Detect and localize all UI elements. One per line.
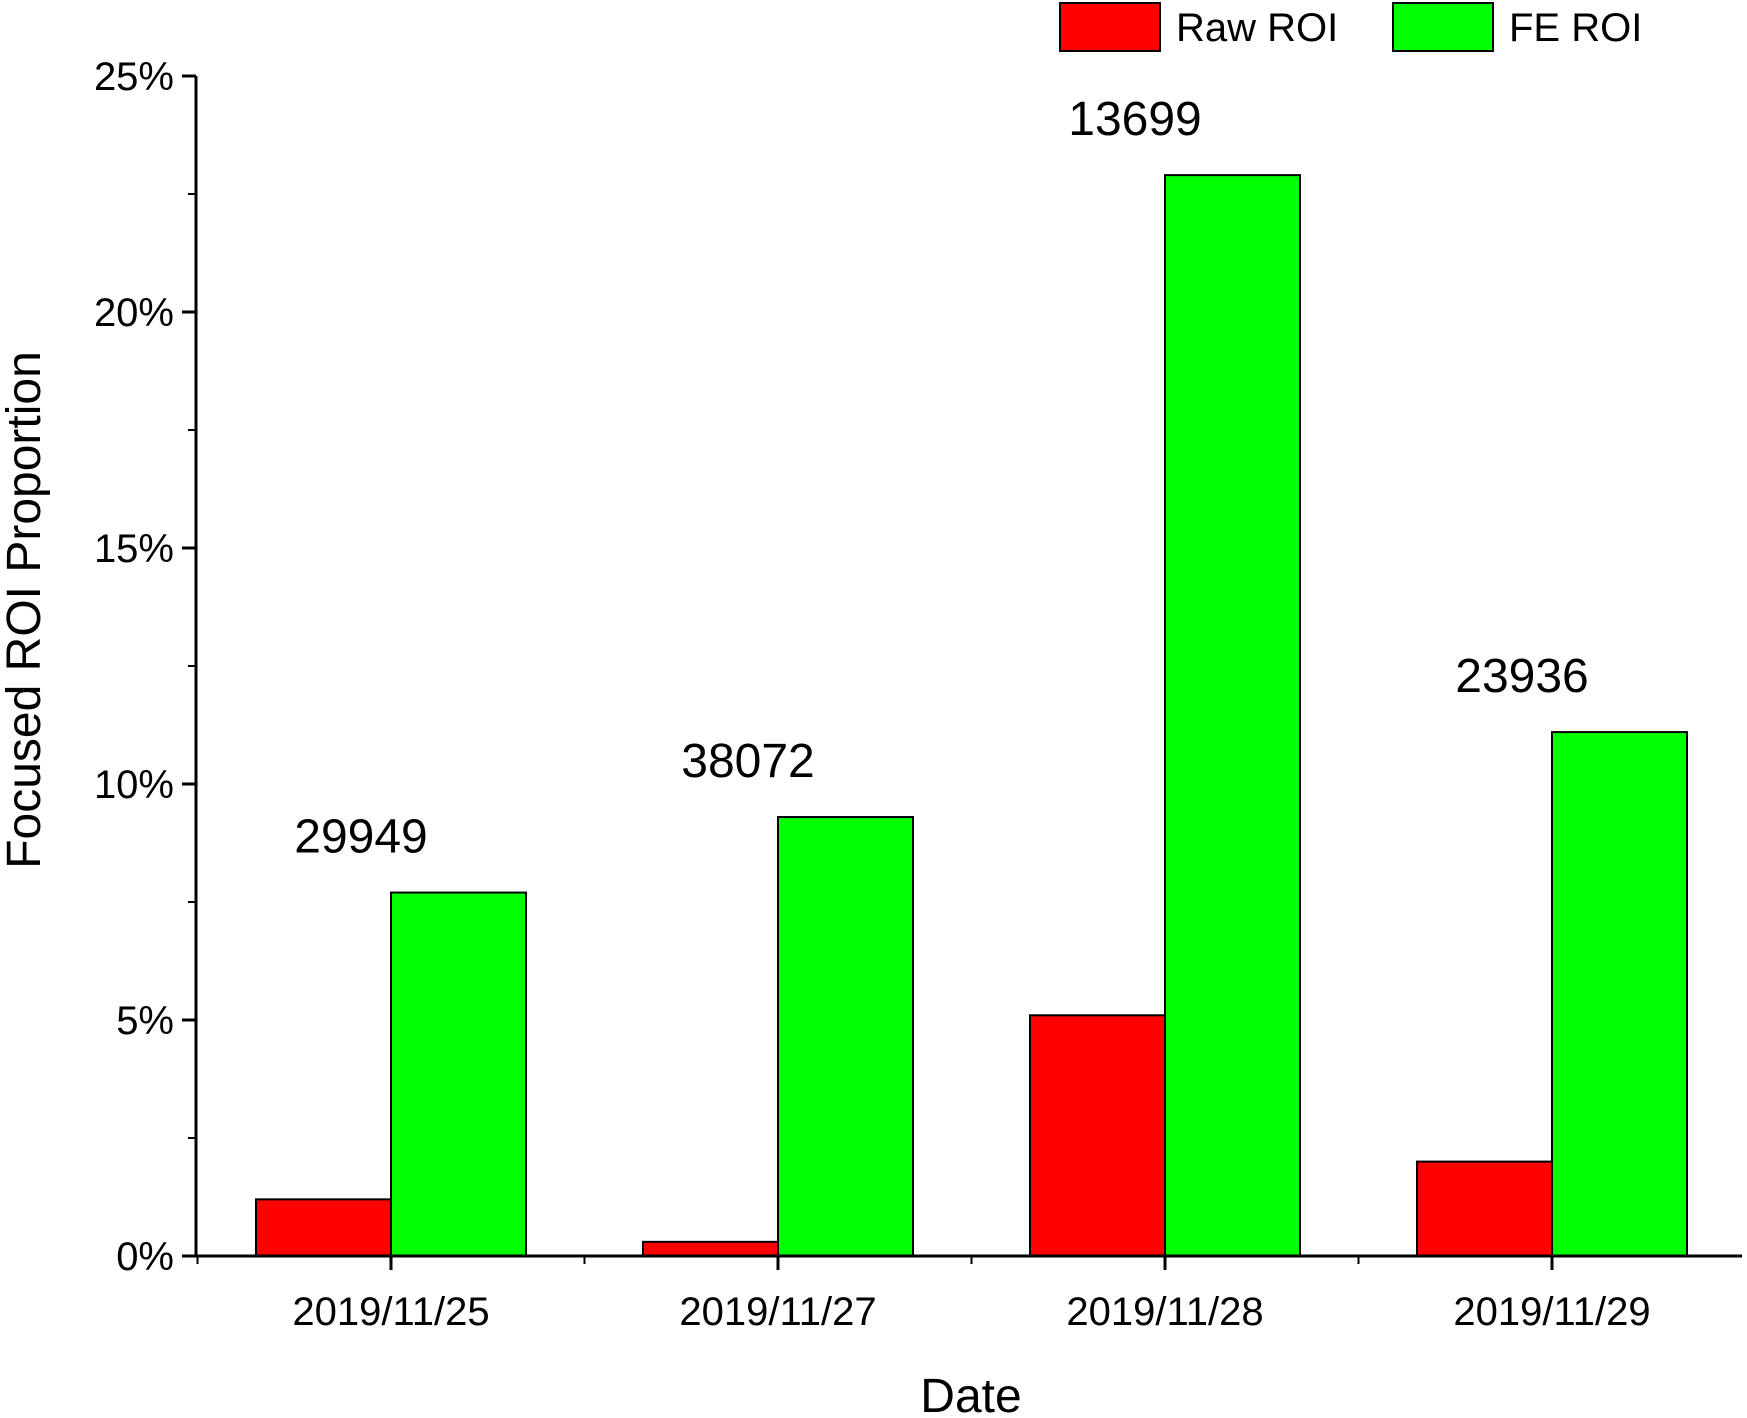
y-tick-label: 0% [116,1235,174,1279]
labels: 0% 5% 10% 15% 20% 25% 2019/11/25 2019/11/27 2019… [94,55,1651,1334]
raw-roi-bar-2019-11-25 [255,1198,392,1257]
legend-swatch-fe-roi [1392,2,1494,52]
x-tick-label: 2019/11/27 [679,1290,876,1334]
x-tick-label: 2019/11/29 [1453,1290,1650,1334]
raw-roi-bar-2019-11-28 [1029,1014,1166,1258]
legend: Raw ROI FE ROI [1059,2,1642,52]
y-tick-label: 5% [116,999,174,1043]
raw-roi-bar-2019-11-29 [1416,1160,1553,1257]
y-tick-label: 25% [94,55,174,99]
y-tick-label: 20% [94,291,174,335]
legend-swatch-raw-roi [1059,2,1161,52]
bars [255,174,1688,1258]
x-axis-title: Date [920,1370,1021,1418]
raw-roi-bar-2019-11-27 [642,1240,779,1257]
axes [182,74,1742,1270]
data-label: 13699 [1068,93,1201,146]
x-tick-label: 2019/11/25 [292,1290,489,1334]
y-tick-label: 10% [94,763,174,807]
fe-roi-bar-2019-11-29 [1551,731,1688,1257]
x-tick-label: 2019/11/28 [1066,1290,1263,1334]
fe-roi-bar-2019-11-25 [390,891,527,1257]
fe-roi-bar-2019-11-27 [777,816,914,1257]
legend-label-raw-roi: Raw ROI [1176,6,1338,50]
data-label: 38072 [681,735,814,788]
fe-roi-bar-2019-11-28 [1164,174,1301,1257]
y-tick-label: 15% [94,527,174,571]
data-label: 29949 [294,811,427,864]
legend-label-fe-roi: FE ROI [1509,6,1642,50]
data-label: 23936 [1455,650,1588,703]
y-axis-title: Focused ROI Proportion [0,351,51,869]
